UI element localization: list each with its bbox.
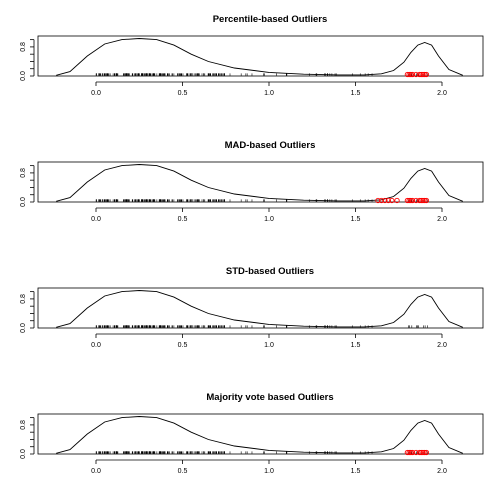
- plot-border: [37, 287, 484, 329]
- x-tick-label: 2.0: [437, 90, 447, 97]
- outlier-point: [404, 449, 411, 456]
- outlier-point: [375, 197, 381, 204]
- outlier-point: [409, 449, 416, 456]
- outlier-point: [406, 71, 412, 78]
- x-tick-label: 1.0: [264, 342, 274, 349]
- outlier-point: [422, 449, 428, 456]
- x-tick-label: 1.5: [351, 216, 361, 223]
- outlier-point: [406, 197, 412, 204]
- outlier-point: [409, 71, 416, 78]
- outlier-point: [416, 449, 423, 456]
- outlier-point: [418, 449, 424, 456]
- outlier-point: [416, 197, 423, 204]
- x-tick-label: 0.5: [178, 468, 188, 475]
- outlier-point: [406, 449, 412, 456]
- x-tick-label: 1.0: [264, 216, 274, 223]
- y-tick-label: 0.8: [20, 420, 27, 430]
- x-tick-label: 1.0: [264, 90, 274, 97]
- outlier-point: [420, 197, 426, 204]
- outlier-point: [385, 197, 392, 204]
- density-curve: [56, 290, 463, 328]
- outlier-point: [404, 71, 411, 78]
- outlier-point: [422, 71, 428, 78]
- outlier-point: [389, 197, 395, 204]
- chart-title: STD-based Outliers: [226, 266, 314, 277]
- outlier-point: [413, 197, 419, 204]
- outlier-point: [413, 71, 419, 78]
- outlier-point: [404, 197, 411, 204]
- y-tick-label: 0.8: [20, 168, 27, 178]
- chart-panel-2: MAD-based Outliers 0.0 0.5 1.0 1.5 2.0 0.0 0.8: [20, 140, 484, 223]
- x-tick-label: 0.0: [91, 342, 101, 349]
- density-curve: [56, 416, 463, 454]
- x-tick-label: 0.0: [91, 468, 101, 475]
- chart-title: Percentile-based Outliers: [213, 14, 328, 25]
- plot-border: [37, 413, 484, 455]
- outlier-point: [423, 449, 430, 456]
- outlier-point: [408, 197, 414, 204]
- plot-border: [37, 161, 484, 203]
- y-tick-label: 0.0: [20, 323, 27, 333]
- x-tick-label: 0.5: [178, 342, 188, 349]
- x-tick-label: 1.5: [351, 468, 361, 475]
- chart-panel-3: STD-based Outliers 0.0 0.5 1.0 1.5 2.0 0.0 0.8: [20, 266, 484, 349]
- x-tick-label: 2.0: [437, 342, 447, 349]
- outlier-point: [409, 197, 416, 204]
- x-tick-label: 1.5: [351, 90, 361, 97]
- outlier-point: [408, 449, 414, 456]
- outlier-point: [418, 197, 424, 204]
- chart-panel-4: Majority vote based Outliers 0.0 0.5 1.0 1.5…: [20, 392, 484, 475]
- outlier-point: [418, 71, 424, 78]
- x-tick-label: 0.0: [91, 216, 101, 223]
- x-tick-label: 0.0: [91, 90, 101, 97]
- chart-panel-1: Percentile-based Outliers 0.0 0.5 1.0 1.5 2.0…: [20, 14, 484, 97]
- x-tick-label: 2.0: [437, 216, 447, 223]
- outlier-point: [378, 197, 385, 204]
- x-tick-label: 0.5: [178, 216, 188, 223]
- density-curve: [56, 38, 463, 76]
- x-tick-label: 1.0: [264, 468, 274, 475]
- chart-title: MAD-based Outliers: [225, 140, 316, 151]
- y-tick-label: 0.0: [20, 197, 27, 207]
- y-tick-label: 0.0: [20, 71, 27, 81]
- outlier-point: [394, 197, 400, 204]
- outlier-point: [382, 197, 388, 204]
- outlier-point: [408, 71, 414, 78]
- outlier-point: [423, 71, 430, 78]
- outlier-point: [413, 449, 419, 456]
- outlier-point: [416, 71, 423, 78]
- plot-border: [37, 35, 484, 77]
- outlier-point: [423, 197, 430, 204]
- density-curve: [56, 164, 463, 202]
- chart-title: Majority vote based Outliers: [206, 392, 333, 403]
- y-tick-label: 0.8: [20, 294, 27, 304]
- x-tick-label: 2.0: [437, 468, 447, 475]
- x-tick-label: 0.5: [178, 90, 188, 97]
- x-tick-label: 1.5: [351, 342, 361, 349]
- outlier-point: [422, 197, 428, 204]
- outlier-point: [420, 71, 426, 78]
- outlier-point: [420, 449, 426, 456]
- y-tick-label: 0.8: [20, 42, 27, 52]
- y-tick-label: 0.0: [20, 449, 27, 459]
